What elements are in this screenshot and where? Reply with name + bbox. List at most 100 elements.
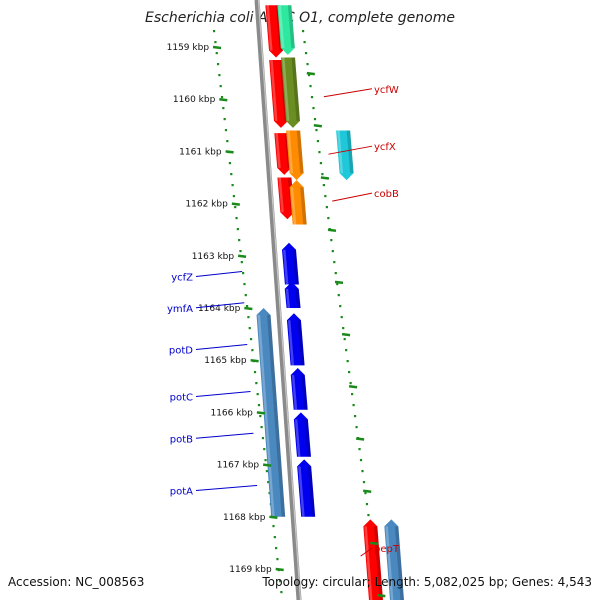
tick-dotted-line-right — [302, 30, 380, 594]
dot — [251, 349, 254, 352]
svg-text:cobB: cobB — [374, 189, 399, 200]
dot — [346, 360, 349, 363]
dot — [223, 118, 226, 121]
dot — [324, 195, 327, 198]
dot — [248, 327, 251, 330]
minor-tick — [320, 176, 330, 180]
genome-title: Escherichia coli APEC O1, complete genom… — [145, 10, 455, 26]
dot — [359, 459, 363, 462]
gene-feature[interactable] — [336, 130, 354, 181]
dot — [345, 349, 348, 352]
gene-label-pepT[interactable]: pepT — [360, 544, 400, 557]
gene-feature[interactable] — [286, 313, 305, 366]
dot — [306, 63, 309, 66]
gene-feature[interactable] — [297, 459, 316, 517]
dot — [319, 162, 323, 165]
tick-label: 1162 kbp — [185, 200, 228, 210]
tick: 1161 kbp — [179, 147, 234, 157]
minor-tick — [327, 228, 337, 232]
dot — [316, 140, 320, 143]
gene-label-cobB[interactable]: cobB — [332, 189, 399, 202]
gene-feature[interactable] — [289, 180, 307, 225]
dot — [280, 591, 283, 594]
dot — [218, 74, 221, 77]
dot — [312, 107, 315, 110]
dot — [263, 448, 266, 451]
dot — [267, 481, 270, 484]
dot — [232, 195, 235, 198]
dot — [331, 250, 334, 253]
dot — [342, 327, 345, 330]
dot — [327, 217, 330, 220]
dot — [337, 294, 340, 297]
dot — [253, 371, 257, 374]
dot — [333, 261, 336, 264]
svg-text:potC: potC — [170, 393, 193, 404]
accession-text: Accession: NC_008563 — [8, 575, 145, 589]
svg-text:ycfX: ycfX — [374, 142, 396, 153]
gene-feature[interactable] — [284, 281, 301, 308]
tick: 1159 kbp — [167, 43, 222, 53]
dot — [228, 162, 232, 165]
dot — [275, 547, 278, 550]
dot — [340, 316, 343, 319]
minor-tick — [377, 593, 386, 598]
gene-feature[interactable] — [277, 5, 295, 55]
gene-feature[interactable] — [286, 130, 304, 181]
dot — [313, 118, 317, 121]
backbone-line — [254, 0, 302, 600]
tick: 1167 kbp — [217, 461, 272, 471]
dot — [315, 129, 318, 132]
dot — [235, 217, 238, 220]
gene-feature[interactable] — [281, 57, 300, 128]
dot — [234, 206, 237, 209]
dot — [302, 30, 305, 33]
tick-label: 1160 kbp — [173, 95, 216, 105]
gene-label-potA[interactable]: potA — [170, 484, 258, 497]
dot — [343, 338, 346, 341]
dot — [348, 371, 351, 374]
gene-label-ycfX[interactable]: ycfX — [328, 142, 396, 155]
gene-label-potB[interactable]: potB — [170, 432, 254, 445]
dot — [349, 382, 352, 385]
gene-label-potD[interactable]: potD — [169, 344, 248, 357]
dot — [353, 415, 357, 418]
tick-label: 1161 kbp — [179, 147, 222, 157]
minor-tick — [334, 280, 344, 285]
dot — [216, 63, 220, 66]
dot — [352, 404, 355, 407]
gene-feature[interactable] — [363, 519, 383, 600]
dot — [321, 173, 324, 176]
dot — [244, 294, 247, 297]
gene-feature[interactable] — [281, 242, 299, 285]
svg-text:potB: potB — [170, 434, 193, 445]
dot — [273, 536, 276, 539]
gene-feature[interactable] — [384, 519, 404, 600]
tick-label: 1165 kbp — [204, 356, 247, 366]
dot — [310, 96, 314, 99]
dot — [247, 316, 250, 319]
gene-feature[interactable] — [293, 412, 311, 457]
dot — [265, 470, 268, 473]
gene-label-potC[interactable]: potC — [170, 391, 251, 404]
tick-label: 1163 kbp — [192, 252, 235, 262]
gene-label-ycfZ[interactable]: ycfZ — [171, 270, 243, 283]
dot — [304, 52, 308, 55]
dot — [318, 151, 321, 154]
tick: 1168 kbp — [223, 513, 278, 523]
tick: 1162 kbp — [185, 200, 240, 210]
dot — [224, 129, 228, 132]
tick-layer: 1159 kbp 1160 kbp 1161 kbp 1162 kbp 1163 kbp… — [167, 43, 386, 598]
dot — [361, 470, 364, 473]
gene-feature[interactable] — [290, 368, 308, 410]
dot — [219, 85, 222, 88]
dot — [365, 503, 369, 506]
dot — [243, 283, 246, 286]
gene-label-ycfW[interactable]: ycfW — [323, 85, 399, 98]
dot — [220, 96, 224, 99]
genome-backbone — [254, 0, 302, 600]
gene-label-ymfA[interactable]: ymfA — [167, 302, 245, 315]
svg-text:potD: potD — [169, 346, 193, 357]
backbone-highlight — [257, 0, 302, 600]
